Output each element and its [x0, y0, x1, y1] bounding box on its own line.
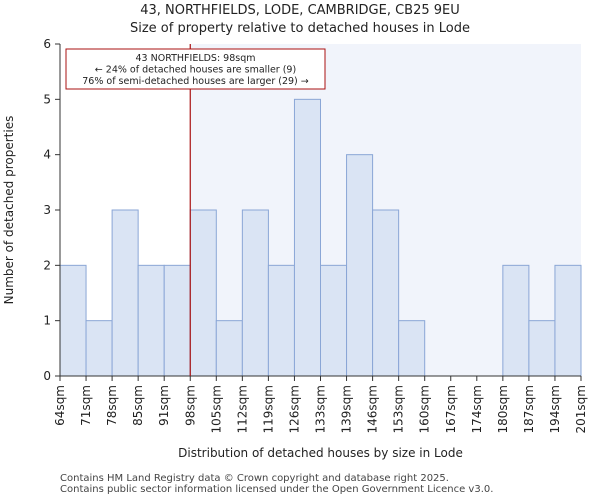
x-tick-label-160sqm: 160sqm: [418, 385, 432, 433]
bar-98sqm: [189, 209, 217, 377]
x-tick-label-78sqm: 78sqm: [105, 385, 119, 426]
bar-146sqm: [372, 209, 400, 377]
x-tick-label-194sqm: 194sqm: [548, 385, 562, 433]
bar-187sqm: [528, 320, 556, 377]
x-tick-label-167sqm: 167sqm: [444, 385, 458, 433]
x-tick-label-85sqm: 85sqm: [131, 385, 145, 426]
x-tick-label-133sqm: 133sqm: [314, 385, 328, 433]
y-tick-label-1: 1: [43, 314, 51, 328]
x-tick-label-112sqm: 112sqm: [235, 385, 249, 433]
x-tick-label-126sqm: 126sqm: [287, 385, 301, 433]
x-axis-label: Distribution of detached houses by size …: [178, 446, 463, 460]
bar-85sqm: [137, 264, 165, 377]
y-tick-label-5: 5: [43, 92, 51, 106]
x-tick-label-187sqm: 187sqm: [522, 385, 536, 433]
x-tick-label-153sqm: 153sqm: [392, 385, 406, 433]
bar-194sqm: [554, 264, 582, 377]
x-tick-label-119sqm: 119sqm: [261, 385, 275, 433]
x-tick-label-91sqm: 91sqm: [157, 385, 171, 426]
annotation-line-2: ← 24% of detached houses are smaller (9): [95, 65, 296, 76]
bar-180sqm: [502, 264, 530, 377]
histogram-chart: 0 1 2 3 4 5 6 64sqm 71sqm 78sqm 85sqm 91sqm 98sqm 105…: [2, 37, 588, 460]
bar-105sqm: [215, 320, 243, 377]
bar-153sqm: [398, 320, 426, 377]
y-tick-label-2: 2: [43, 258, 51, 272]
x-tick-label-146sqm: 146sqm: [366, 385, 380, 433]
chart-title: 43, NORTHFIELDS, LODE, CAMBRIDGE, CB25 9…: [140, 3, 460, 18]
x-tick-label-201sqm: 201sqm: [574, 385, 588, 433]
x-tick-label-180sqm: 180sqm: [496, 385, 510, 433]
bar-78sqm: [111, 209, 139, 377]
annotation-line-3: 76% of semi-detached houses are larger (…: [82, 76, 309, 87]
bar-119sqm: [267, 264, 295, 377]
bar-71sqm: [85, 320, 113, 377]
x-tick-label-98sqm: 98sqm: [183, 385, 197, 426]
bar-139sqm: [346, 154, 374, 377]
bar-112sqm: [241, 209, 269, 377]
footer-attribution-1: Contains HM Land Registry data © Crown c…: [60, 473, 449, 484]
x-tick-label-64sqm: 64sqm: [53, 385, 67, 426]
bar-91sqm: [163, 264, 191, 377]
footer-attribution-2: Contains public sector information licen…: [60, 484, 494, 495]
chart-subtitle: Size of property relative to detached ho…: [129, 21, 470, 36]
annotation-box: [65, 48, 326, 90]
y-tick-label-6: 6: [43, 37, 51, 51]
bar-133sqm: [320, 264, 348, 377]
x-tick-label-139sqm: 139sqm: [340, 385, 354, 433]
x-tick-label-105sqm: 105sqm: [209, 385, 223, 433]
bar-126sqm: [293, 98, 322, 377]
y-tick-label-4: 4: [43, 148, 51, 162]
x-tick-label-174sqm: 174sqm: [470, 385, 484, 433]
y-axis-label: Number of detached properties: [2, 116, 16, 305]
y-tick-label-0: 0: [43, 369, 51, 383]
y-tick-label-3: 3: [43, 203, 51, 217]
x-tick-label-71sqm: 71sqm: [79, 385, 93, 426]
bar-64sqm: [59, 264, 87, 377]
annotation-line-1: 43 NORTHFIELDS: 98sqm: [136, 53, 256, 64]
